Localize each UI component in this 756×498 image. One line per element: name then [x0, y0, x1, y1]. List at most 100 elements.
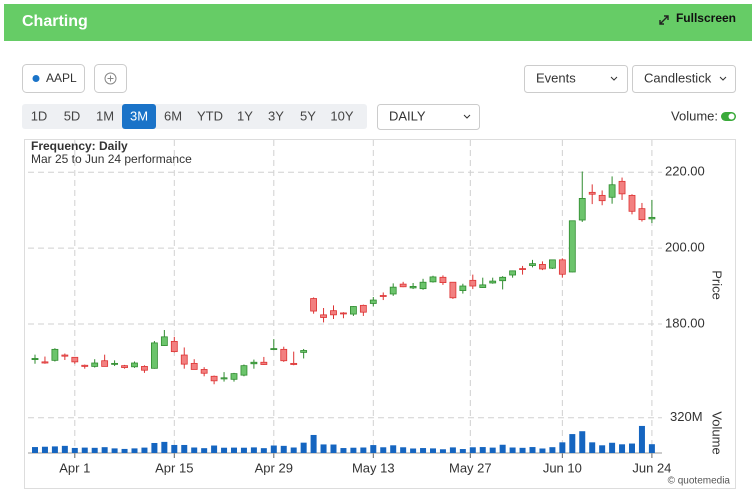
- candle-body: [568, 220, 576, 273]
- fullscreen-label[interactable]: Fullscreen: [676, 11, 736, 25]
- range-button[interactable]: 3Y: [268, 108, 284, 123]
- candle-body: [459, 285, 467, 291]
- range-button[interactable]: 1M: [96, 108, 114, 123]
- candle-body: [359, 304, 367, 313]
- select-arrow: [610, 76, 618, 81]
- volume-bar: [529, 447, 536, 453]
- range-button[interactable]: 6M: [164, 108, 182, 123]
- volume-bar: [390, 445, 397, 453]
- candle-body: [310, 298, 318, 312]
- header-title: Charting: [22, 13, 88, 30]
- volume-bar: [539, 448, 546, 453]
- x-tick-label: Apr 1: [59, 460, 90, 475]
- candle-body: [31, 358, 39, 360]
- volume-bar: [121, 448, 128, 453]
- symbol-label[interactable]: AAPL: [46, 71, 77, 85]
- range-button[interactable]: 1D: [31, 108, 48, 123]
- range-button-active[interactable]: [122, 104, 156, 129]
- candle-body: [499, 276, 507, 282]
- candle-body: [449, 281, 457, 299]
- candle-body: [81, 364, 89, 367]
- volume-bar: [181, 444, 188, 453]
- y-tick-label: 220.00: [665, 164, 705, 179]
- volume-bar: [151, 442, 158, 453]
- candle-body: [519, 268, 526, 270]
- volume-bar: [489, 447, 496, 453]
- range-button[interactable]: 5D: [64, 108, 81, 123]
- volume-bar: [370, 445, 377, 453]
- candle-body: [330, 310, 337, 316]
- volume-bar: [648, 444, 655, 453]
- candle-body: [300, 350, 308, 353]
- candle-body: [141, 366, 148, 371]
- volume-bar: [619, 444, 626, 453]
- volume-bar: [569, 434, 576, 453]
- range-group: [22, 104, 367, 129]
- volume-bar: [420, 448, 427, 453]
- volume-bar: [211, 445, 218, 453]
- candle-body: [618, 180, 626, 195]
- candle-body: [210, 375, 218, 382]
- y-tick-label: 180.00: [665, 315, 705, 330]
- candle-body: [180, 354, 188, 365]
- volume-bar: [439, 449, 446, 453]
- volume-bar: [310, 434, 317, 453]
- range-button[interactable]: 1Y: [237, 108, 253, 123]
- range-button[interactable]: 10Y: [330, 108, 353, 123]
- candle-body: [399, 283, 407, 288]
- candle-body: [111, 362, 118, 365]
- symbol-chip[interactable]: [22, 64, 85, 93]
- volume-bar: [579, 431, 586, 453]
- candle-body: [429, 276, 437, 283]
- candle-body: [539, 263, 546, 270]
- candle-body: [230, 373, 238, 380]
- volume-bar: [629, 443, 635, 453]
- range-button[interactable]: 5Y: [300, 108, 316, 123]
- candle-body: [160, 336, 168, 346]
- volume-tick-label: 320M: [670, 409, 703, 424]
- candle-body: [389, 286, 397, 295]
- candle-body: [91, 362, 99, 367]
- candle-body: [131, 362, 138, 368]
- volume-bar: [81, 447, 88, 453]
- x-tick-label: Apr 29: [255, 460, 293, 475]
- volume-bar: [71, 447, 78, 453]
- toggle-knob: [728, 113, 735, 120]
- candle-body: [340, 312, 347, 315]
- style-select[interactable]: [632, 65, 736, 93]
- volume-bar: [240, 447, 247, 453]
- volume-bar: [91, 447, 98, 453]
- fullscreen-button[interactable]: Fullscreen: [659, 11, 736, 25]
- interval-label[interactable]: DAILY: [389, 108, 426, 123]
- volume-bar: [330, 444, 337, 453]
- volume-bar: [559, 442, 566, 453]
- events-label[interactable]: Events: [536, 70, 576, 85]
- candle-body: [379, 295, 387, 297]
- candle-body: [578, 198, 586, 221]
- candle-body: [479, 284, 487, 288]
- candle-body: [220, 377, 228, 380]
- volume-bar: [260, 448, 267, 453]
- candle-body: [349, 306, 357, 315]
- candle-body: [250, 361, 258, 365]
- volume-bar: [609, 442, 616, 453]
- volume-bar: [101, 447, 108, 453]
- candle-body: [608, 184, 616, 198]
- volume-bar: [638, 425, 645, 453]
- volume-bar: [519, 447, 526, 453]
- candle-body: [51, 348, 59, 361]
- range-button[interactable]: 3M: [130, 108, 148, 123]
- candle-body: [529, 263, 536, 266]
- candle-body: [150, 342, 158, 369]
- range-button[interactable]: YTD: [197, 108, 223, 123]
- candle-body: [409, 285, 417, 289]
- volume-bar: [32, 447, 38, 453]
- volume-bar: [509, 447, 516, 453]
- style-label[interactable]: Candlestick: [644, 70, 712, 85]
- interval-select[interactable]: [377, 104, 480, 130]
- volume-bar: [400, 447, 407, 453]
- candle-body: [61, 354, 69, 357]
- events-select[interactable]: [524, 65, 628, 93]
- candle-body: [41, 361, 49, 364]
